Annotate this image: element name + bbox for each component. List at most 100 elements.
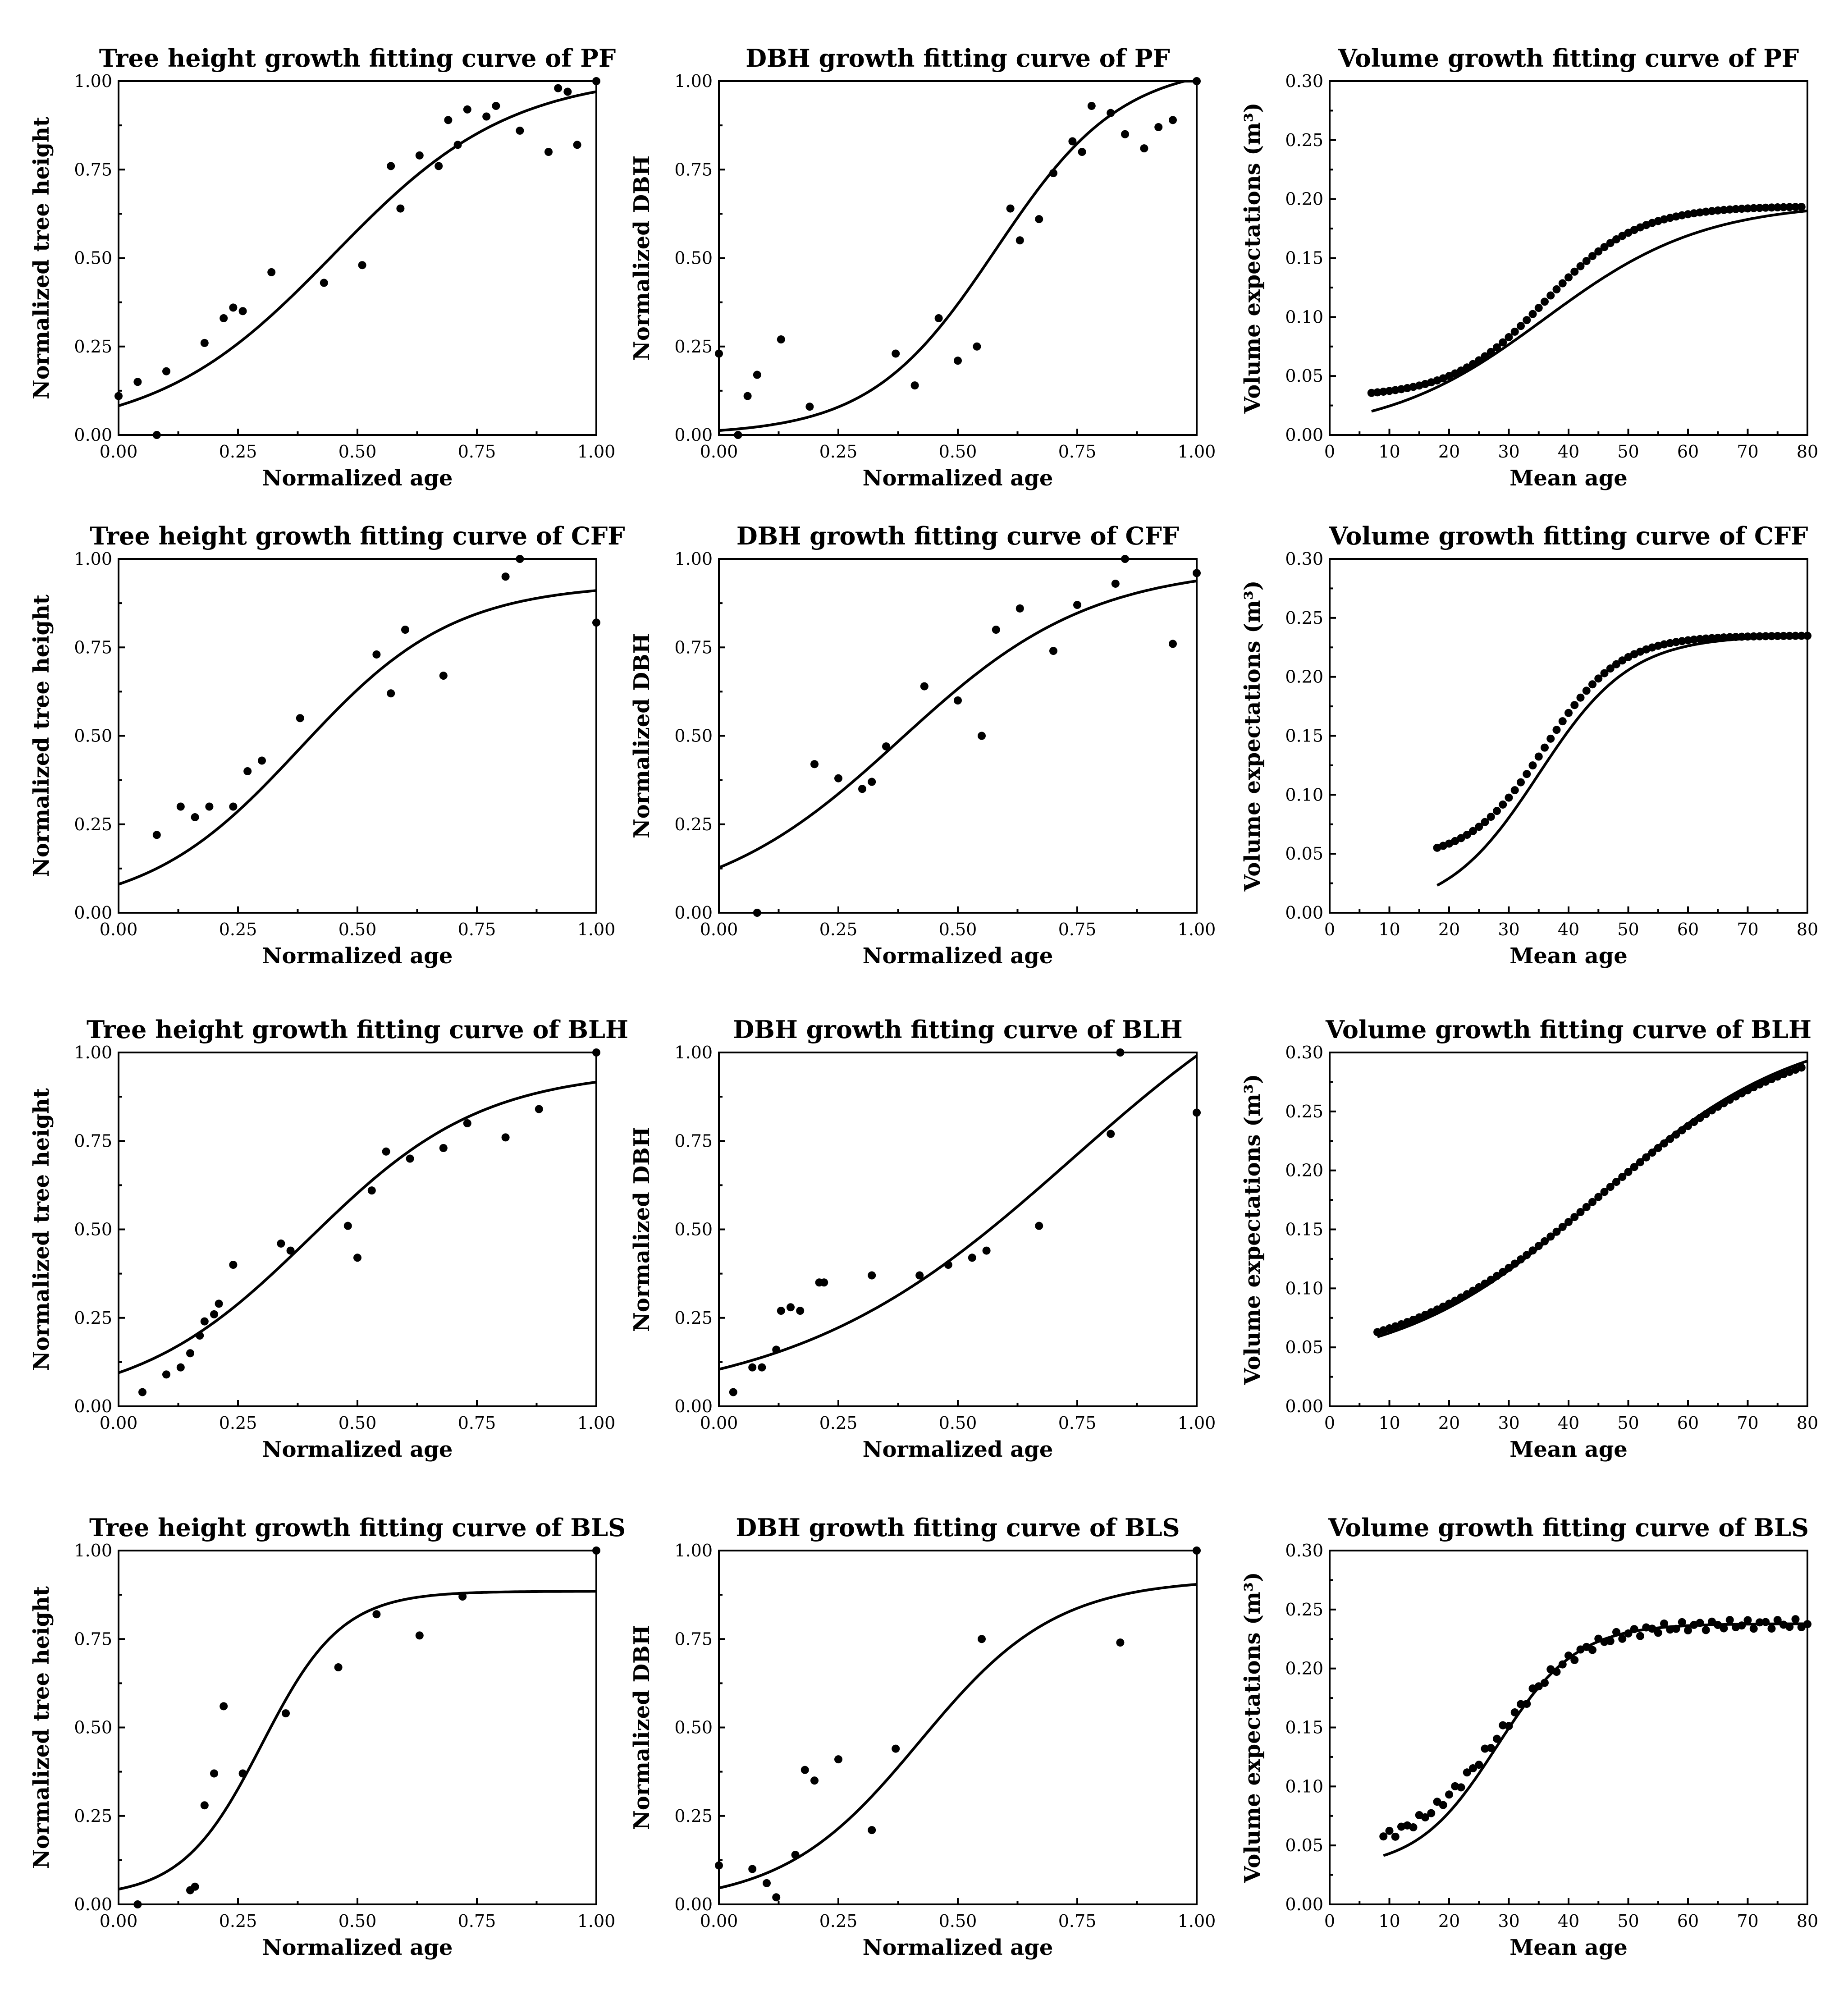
data-point (1738, 205, 1746, 213)
plot-frame (718, 1550, 1198, 1905)
x-tick-label: 10 (1378, 1911, 1400, 1931)
data-point (1708, 1617, 1716, 1626)
x-tick-label: 20 (1438, 1413, 1460, 1433)
fit-curve (118, 90, 597, 407)
data-point (334, 1663, 343, 1672)
data-point (1546, 291, 1555, 300)
data-point (1606, 664, 1615, 673)
data-point (1690, 209, 1698, 218)
data-point (353, 1254, 361, 1262)
data-point (1756, 632, 1764, 641)
x-tick-label: 1.00 (1178, 1413, 1216, 1433)
x-tick-label: 0.75 (458, 1413, 496, 1433)
data-point (800, 1766, 809, 1774)
data-point (973, 342, 981, 351)
data-point (1116, 1048, 1125, 1057)
x-axis-title: Normalized age (262, 1437, 453, 1462)
data-point (1457, 1783, 1465, 1792)
data-point (1505, 333, 1513, 342)
data-point (968, 1254, 976, 1262)
chart-ph_bls: Tree height growth fitting curve of BLS 0… (29, 1513, 626, 1960)
data-point (1725, 205, 1734, 214)
data-point (734, 431, 742, 439)
data-point (1606, 1183, 1615, 1191)
data-point (1594, 674, 1603, 683)
data-point (1648, 1148, 1656, 1157)
chart-title: DBH growth fitting curve of PF (746, 44, 1170, 73)
x-tick-label: 80 (1797, 1911, 1818, 1931)
data-point (200, 339, 209, 347)
data-point (1749, 632, 1758, 641)
data-point (296, 714, 304, 723)
data-point (1475, 1283, 1483, 1291)
data-point (200, 1317, 209, 1326)
data-point (1684, 1626, 1692, 1635)
x-axis-title: Normalized age (863, 466, 1053, 491)
data-point (753, 371, 761, 379)
data-point (1761, 632, 1770, 641)
data-point (176, 802, 185, 811)
data-point (1397, 385, 1405, 393)
data-point (934, 314, 943, 322)
fit-curve (718, 80, 1197, 432)
y-tick-label: 0.00 (674, 1396, 713, 1416)
data-point (463, 105, 471, 114)
x-tick-label: 0.75 (458, 1911, 496, 1931)
data-point (1636, 1158, 1644, 1167)
data-point (1493, 343, 1501, 352)
data-point (210, 1769, 218, 1778)
data-point (238, 1769, 247, 1778)
data-point (1600, 669, 1609, 677)
y-tick-label: 0.00 (674, 425, 713, 445)
data-point (1570, 267, 1579, 276)
data-point (1546, 1232, 1555, 1241)
data-point (1618, 1634, 1627, 1643)
data-point (1720, 1624, 1728, 1633)
data-point (114, 392, 123, 400)
y-tick-label: 0.15 (1285, 1718, 1323, 1738)
data-point (1803, 1620, 1811, 1629)
data-point (1049, 169, 1057, 178)
data-point (1785, 1623, 1794, 1631)
data-point (1469, 360, 1477, 368)
data-point (1702, 207, 1710, 216)
data-point (1779, 203, 1788, 211)
x-tick-label: 1.00 (577, 1413, 616, 1433)
data-point (1690, 636, 1698, 644)
data-point (458, 1592, 467, 1601)
y-tick-label: 0.00 (74, 1396, 112, 1416)
data-point (1738, 1621, 1746, 1630)
x-tick-label: 0.25 (819, 920, 858, 939)
data-point (1523, 1700, 1531, 1708)
data-point (1475, 1761, 1483, 1769)
x-tick-label: 0.00 (700, 1911, 738, 1931)
data-point (715, 349, 723, 358)
data-point (1660, 1620, 1668, 1628)
x-tick-label: 20 (1438, 1911, 1460, 1931)
x-tick-label: 30 (1498, 1911, 1519, 1931)
x-tick-label: 30 (1498, 1413, 1519, 1433)
data-point (1078, 148, 1086, 156)
x-tick-label: 0.50 (939, 1413, 977, 1433)
chart-vol_cff: Volume growth fitting curve of CFF 0 10 20 3… (1240, 522, 1818, 969)
data-point (1600, 1188, 1609, 1196)
x-tick-label: 0.75 (1058, 920, 1097, 939)
y-tick-label: 0.75 (674, 1131, 713, 1151)
data-point (1749, 204, 1758, 212)
data-point (1487, 1743, 1495, 1752)
x-axis-title: Normalized age (262, 466, 453, 491)
data-point (882, 742, 890, 751)
data-point (1696, 1114, 1704, 1122)
x-tick-label: 40 (1558, 1911, 1579, 1931)
x-tick-label: 80 (1797, 920, 1818, 939)
data-point (152, 431, 161, 439)
y-axis-title: Normalized tree height (29, 117, 54, 399)
data-point (1773, 203, 1782, 212)
x-tick-label: 60 (1677, 920, 1699, 939)
data-point (1725, 1095, 1734, 1104)
data-point (1541, 743, 1549, 752)
data-point (1193, 569, 1201, 577)
y-tick-label: 0.25 (1285, 130, 1323, 150)
x-tick-label: 1.00 (577, 920, 616, 939)
data-point (1552, 1668, 1561, 1676)
